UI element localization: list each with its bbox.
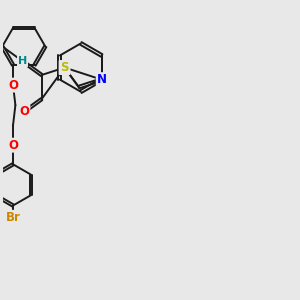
Text: N: N [60, 61, 70, 74]
Text: S: S [60, 61, 69, 74]
Text: H: H [18, 56, 27, 66]
Text: O: O [20, 105, 29, 118]
Text: O: O [8, 79, 18, 92]
Text: Br: Br [6, 211, 20, 224]
Text: O: O [8, 139, 18, 152]
Text: N: N [97, 73, 107, 86]
